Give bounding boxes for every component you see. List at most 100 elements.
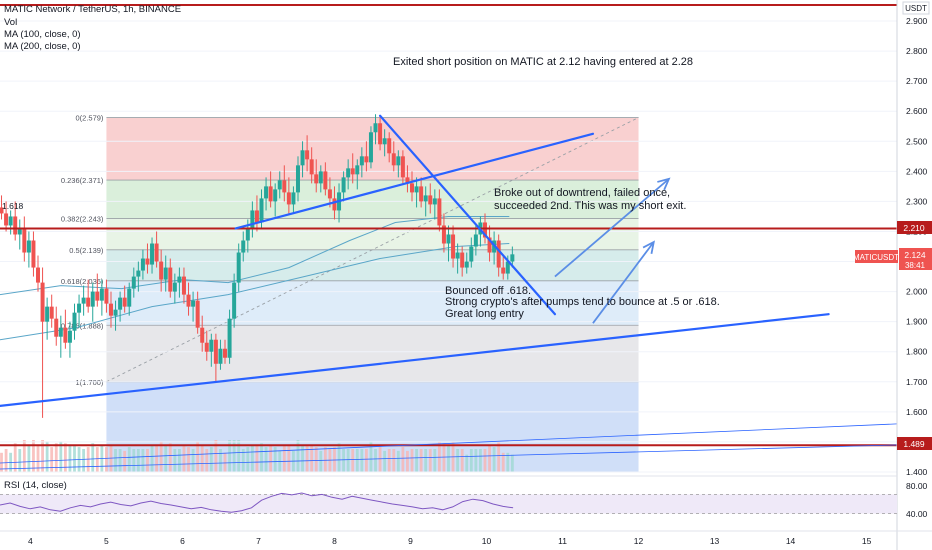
candle-body: [67, 330, 72, 343]
candle-body: [204, 342, 209, 352]
candle-body: [309, 159, 314, 175]
breakout-annotation-line2[interactable]: succeeded 2nd. This was my short exit.: [494, 200, 686, 212]
fibonacci-retracement[interactable]: 0(2.579) 0.236(2.371) 0.382(2.243) 0.5(2.13…: [61, 114, 639, 472]
candle-body: [17, 228, 22, 235]
candle-body: [318, 171, 323, 184]
volume-bar: [378, 447, 382, 472]
trendline-1: [234, 132, 595, 230]
candle-body: [58, 327, 63, 337]
level-1489-badge[interactable]: [897, 437, 932, 450]
volume-bar: [333, 447, 336, 472]
candlesticks[interactable]: [0, 114, 515, 418]
volume-bar: [492, 447, 496, 472]
candle-body: [327, 189, 332, 199]
volume-bar: [91, 443, 95, 472]
volume-bar: [164, 445, 168, 472]
level-2210-badge[interactable]: [897, 221, 932, 234]
candle-body: [419, 186, 424, 202]
candle-body: [218, 348, 223, 364]
breakout-annotation-line1[interactable]: Broke out of downtrend, failed once,: [494, 187, 670, 199]
ticker-badge[interactable]: [855, 250, 898, 263]
candle-body: [245, 228, 250, 241]
candle-body: [90, 291, 95, 307]
volume-bar: [146, 449, 149, 472]
candle-body: [286, 192, 291, 205]
candle-body: [118, 297, 123, 310]
volume-bar: [392, 449, 396, 472]
volume-bar: [296, 440, 300, 472]
x-tick-label: 10: [482, 536, 492, 546]
rsi-title[interactable]: RSI (14, close): [4, 480, 67, 491]
candle-body: [387, 138, 392, 154]
currency-badge[interactable]: [902, 1, 930, 15]
volume-bar: [351, 449, 355, 472]
bounce-annotation-line2[interactable]: Strong crypto's after pumps tend to boun…: [445, 296, 720, 308]
candle-body: [127, 288, 132, 307]
candle-body: [177, 276, 182, 283]
indicator-ma100[interactable]: MA (100, close, 0): [4, 29, 81, 40]
candle-body: [460, 252, 465, 268]
candle-body: [350, 168, 355, 175]
volume-bar: [337, 443, 341, 472]
left-fib-label: 1.618: [2, 201, 24, 211]
candle-body: [378, 123, 383, 145]
volume-bar: [118, 449, 122, 472]
volume-bar: [136, 449, 140, 472]
candle-body: [186, 294, 191, 307]
x-tick-label: 4: [28, 536, 33, 546]
rsi-pane[interactable]: [0, 492, 897, 514]
volume-bar: [323, 447, 327, 472]
candle-body: [259, 198, 264, 223]
y-tick-label: 2.000: [906, 287, 928, 297]
candle-body: [4, 213, 9, 226]
volume-bar: [27, 445, 31, 472]
ticker-label: MATICUSDT: [853, 253, 899, 262]
long-trendline-lower: [0, 444, 898, 470]
candle-body: [314, 174, 319, 184]
candle-body: [295, 165, 300, 193]
last-price-badge[interactable]: [899, 248, 932, 270]
bounce-annotation-line1[interactable]: Bounced off .618.: [445, 285, 531, 297]
level-2210-label: 2.210: [903, 223, 925, 233]
fib-zone-0.618: [106, 280, 639, 326]
y-tick-label: 2.900: [906, 16, 928, 26]
candle-body: [172, 282, 177, 292]
top-annotation[interactable]: Exited short position on MATIC at 2.12 h…: [393, 56, 693, 68]
volume-bar: [419, 449, 423, 472]
y-tick-label: 1.900: [906, 317, 928, 327]
volume-bar: [228, 440, 231, 472]
fib-zone-0.786: [106, 325, 639, 382]
candle-body: [396, 156, 401, 166]
projection-arrow-shaft-0: [554, 178, 670, 278]
x-tick-label: 7: [256, 536, 261, 546]
volume-bar: [424, 449, 428, 472]
volume-bar: [433, 449, 437, 472]
trendline-2: [378, 114, 557, 316]
rsi-tick-80: 80.00: [906, 481, 928, 491]
bounce-annotation-line3[interactable]: Great long entry: [445, 308, 524, 320]
volume-bar: [41, 440, 44, 472]
volume-bar: [123, 450, 127, 472]
candle-body: [181, 276, 186, 295]
indicator-vol[interactable]: Vol: [4, 17, 17, 28]
ma100-line: [0, 216, 510, 296]
y-tick-label: 2.700: [906, 76, 928, 86]
candle-body: [250, 210, 255, 229]
volume-bar: [241, 449, 245, 472]
ma200-line: [0, 243, 510, 341]
y-tick-label: 1.600: [906, 407, 928, 417]
volume-bar: [4, 449, 8, 472]
volume-bar: [0, 452, 3, 472]
candle-body: [0, 207, 4, 214]
volume-bar: [456, 449, 460, 472]
candle-body: [81, 297, 86, 304]
volume-bar: [114, 449, 117, 472]
x-tick-label: 12: [634, 536, 644, 546]
drawings[interactable]: [0, 4, 898, 470]
y-tick-label: 2.500: [906, 136, 928, 146]
candle-body: [382, 138, 387, 145]
indicator-ma200[interactable]: MA (200, close, 0): [4, 41, 81, 52]
volume-bar: [141, 449, 145, 472]
fib-label-0.618: 0.618(2.036): [61, 277, 104, 286]
